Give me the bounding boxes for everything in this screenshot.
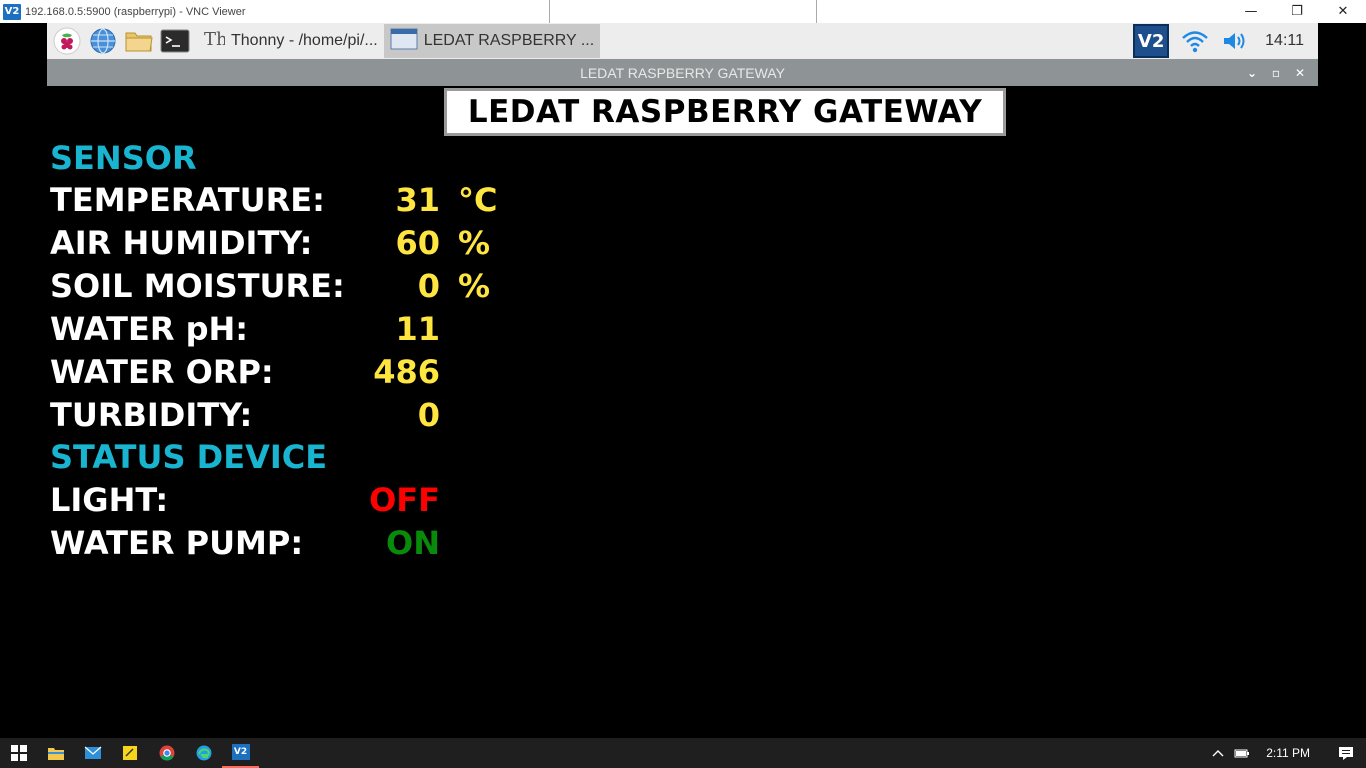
windows-clock[interactable]: 2:11 PM bbox=[1266, 746, 1310, 760]
sensor-label: AIR HUMIDITY: bbox=[50, 224, 313, 262]
vnc-logo-icon: V2 bbox=[3, 3, 21, 20]
vnc-viewer-logo: V2 bbox=[231, 744, 250, 760]
app-titlebar[interactable]: LEDAT RASPBERRY GATEWAY ⌄ ▫ ✕ bbox=[47, 59, 1318, 86]
file-explorer-icon[interactable] bbox=[37, 738, 74, 768]
file-manager-folder-icon[interactable] bbox=[123, 25, 155, 57]
vnc-window-title: 192.168.0.5:5900 (raspberrypi) - VNC Vie… bbox=[25, 5, 246, 18]
close-icon[interactable]: ✕ bbox=[1294, 65, 1306, 80]
terminal-icon[interactable] bbox=[159, 25, 191, 57]
sensor-label: SOIL MOISTURE: bbox=[50, 267, 345, 305]
sensor-value: 0 bbox=[417, 396, 440, 434]
pi-taskbar: Th Thonny - /home/pi/... LEDAT RASPBERRY… bbox=[47, 23, 1318, 59]
restore-button[interactable]: ❐ bbox=[1291, 4, 1303, 19]
thonny-icon: Th bbox=[203, 28, 228, 55]
vnc-server-icon[interactable]: V2 bbox=[1133, 24, 1170, 58]
close-button[interactable]: ✕ bbox=[1337, 4, 1349, 19]
sensor-label: TURBIDITY: bbox=[50, 396, 253, 434]
edge-icon[interactable] bbox=[185, 738, 222, 768]
window-app-icon bbox=[390, 27, 418, 56]
sensor-unit: % bbox=[458, 267, 491, 305]
sensor-value: 0 bbox=[417, 267, 440, 305]
vnc-toolbar-tab[interactable] bbox=[549, 0, 817, 24]
battery-icon[interactable] bbox=[1230, 738, 1254, 768]
sensor-label: WATER pH: bbox=[50, 310, 249, 348]
mail-icon[interactable] bbox=[74, 738, 111, 768]
chrome-icon[interactable] bbox=[148, 738, 185, 768]
window-controls: — ❐ ✕ bbox=[1228, 0, 1366, 23]
browser-globe-icon[interactable] bbox=[87, 25, 119, 57]
pi-system-tray: V2 14:11 bbox=[1127, 23, 1318, 59]
gateway-header: LEDAT RASPBERRY GATEWAY bbox=[444, 88, 1006, 136]
task-ledat-label: LEDAT RASPBERRY ... bbox=[423, 32, 595, 49]
sensor-unit: % bbox=[458, 224, 491, 262]
minimize-button[interactable]: — bbox=[1244, 4, 1258, 19]
sensor-value: 60 bbox=[395, 224, 440, 262]
pi-clock: 14:11 bbox=[1265, 32, 1304, 49]
vnc-viewer-taskbar-icon[interactable]: V2 bbox=[222, 738, 259, 768]
windows-start-icon[interactable] bbox=[0, 738, 37, 768]
device-label: LIGHT: bbox=[50, 481, 169, 519]
sensor-value: 31 bbox=[395, 181, 440, 219]
sensor-value: 486 bbox=[373, 353, 440, 391]
sensor-label: WATER ORP: bbox=[50, 353, 274, 391]
task-ledat-gateway[interactable]: LEDAT RASPBERRY ... bbox=[383, 24, 601, 58]
status-section-title: STATUS DEVICE bbox=[50, 438, 328, 476]
notifications-icon[interactable] bbox=[1326, 738, 1366, 768]
task-thonny-label: Thonny - /home/pi/... bbox=[231, 32, 378, 49]
sensor-unit: °C bbox=[458, 181, 498, 219]
wifi-icon[interactable] bbox=[1181, 28, 1209, 54]
app-window-title: LEDAT RASPBERRY GATEWAY bbox=[580, 64, 785, 81]
sensor-label: TEMPERATURE: bbox=[50, 181, 325, 219]
sensor-value: 11 bbox=[395, 310, 440, 348]
windows-system-tray: 2:11 PM bbox=[1206, 738, 1366, 768]
device-status: ON bbox=[386, 524, 440, 562]
gateway-header-text: LEDAT RASPBERRY GATEWAY bbox=[467, 94, 983, 130]
chevron-up-icon[interactable] bbox=[1206, 738, 1230, 768]
maximize-icon[interactable]: ▫ bbox=[1271, 65, 1281, 80]
volume-icon[interactable] bbox=[1221, 29, 1249, 53]
raspberry-menu-icon[interactable] bbox=[51, 25, 83, 57]
app-window-controls: ⌄ ▫ ✕ bbox=[1240, 59, 1312, 86]
windows-taskbar: V2 2:11 PM bbox=[0, 738, 1366, 768]
sticky-notes-icon[interactable] bbox=[111, 738, 148, 768]
gateway-dashboard: LEDAT RASPBERRY GATEWAY SENSOR TEMPERATU… bbox=[47, 86, 1318, 738]
device-status: OFF bbox=[369, 481, 440, 519]
svg-text:Th: Th bbox=[204, 29, 225, 50]
chevron-down-icon[interactable]: ⌄ bbox=[1246, 65, 1258, 80]
task-thonny[interactable]: Th Thonny - /home/pi/... bbox=[197, 24, 384, 58]
device-label: WATER PUMP: bbox=[50, 524, 304, 562]
sensor-section-title: SENSOR bbox=[50, 139, 197, 177]
